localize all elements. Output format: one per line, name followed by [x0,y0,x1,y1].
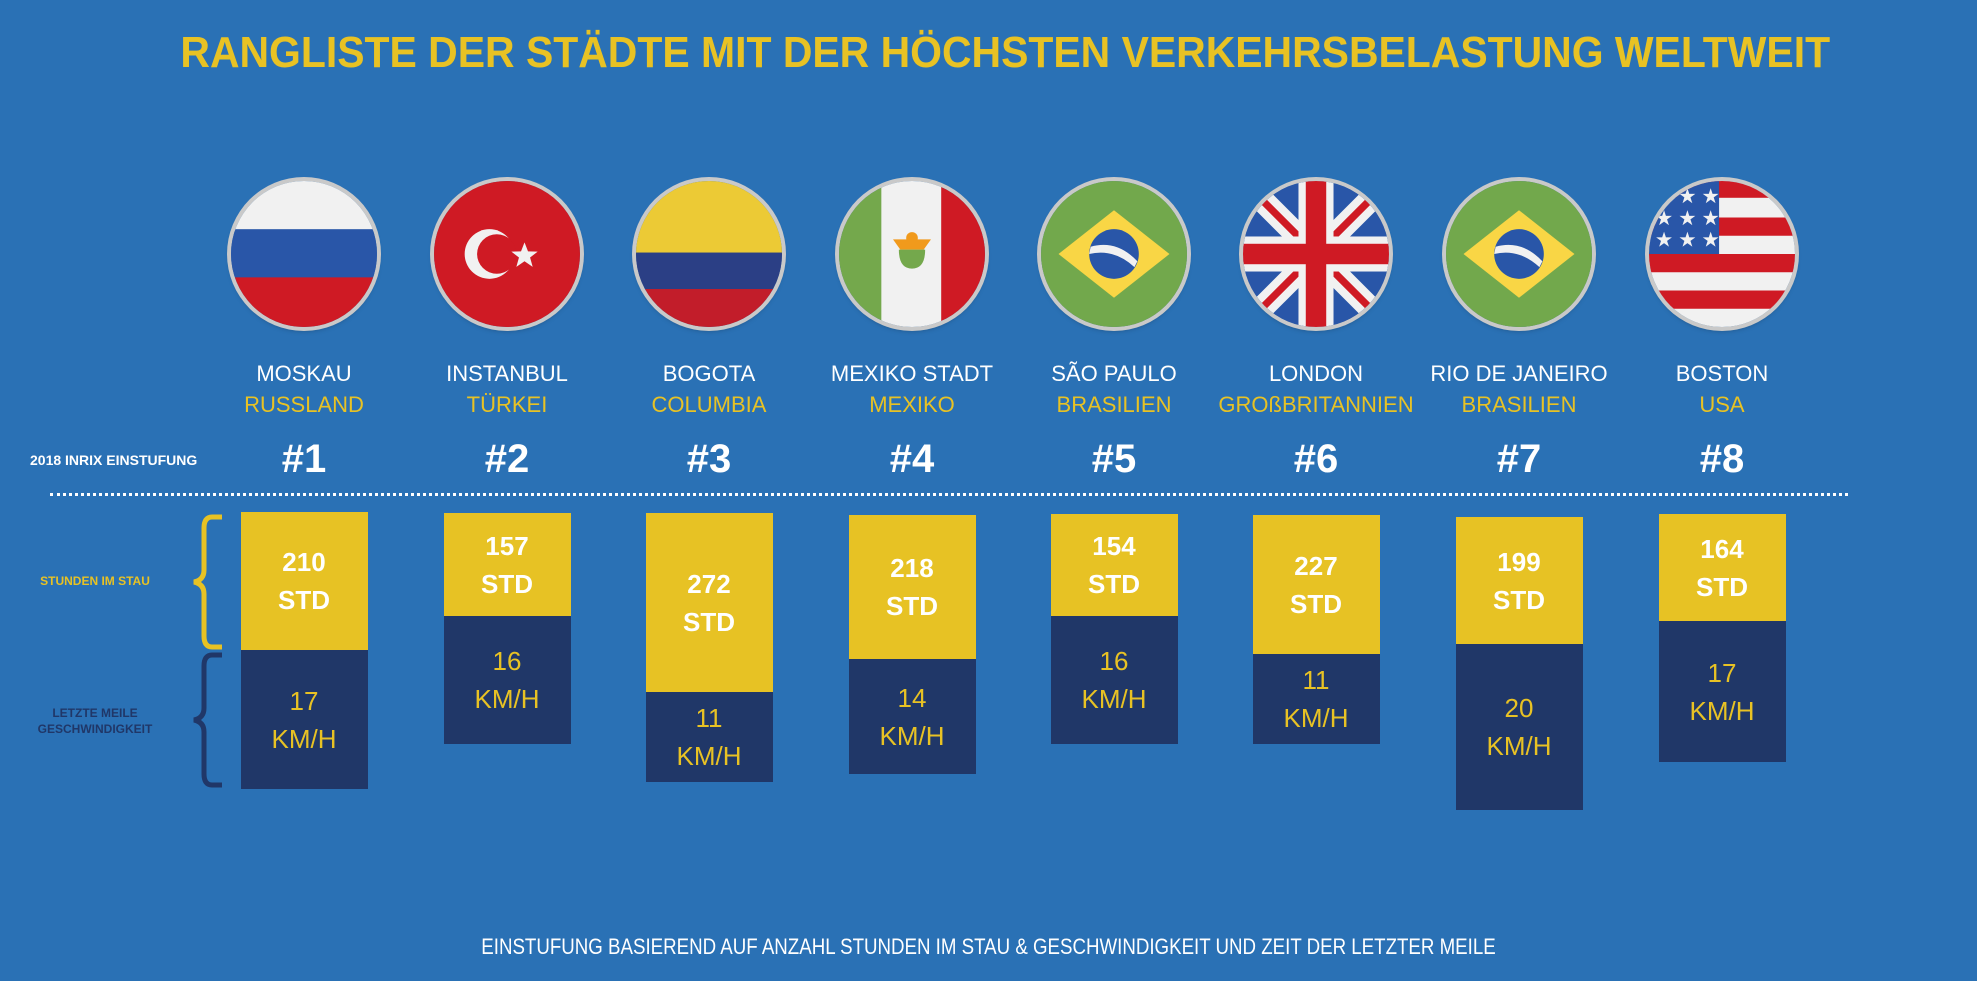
city-name: INSTANBUL [446,361,568,386]
speed-value: 16 [492,646,522,676]
legend-speed: LETZTE MEILE GESCHWINDIGKEIT [20,705,170,737]
svg-text:★: ★ [1655,228,1673,252]
country-name: TÜRKEI [466,392,548,417]
speed-bar: 14 KM/H [848,659,976,774]
speed-bar: 16 KM/H [1050,616,1178,744]
svg-text:★: ★ [1678,184,1696,208]
hours-bar: 227 STD [1252,515,1380,654]
country-name: BRASILIEN [1056,392,1172,417]
hours-value: 164 [1700,533,1744,564]
hours-unit: STD [886,591,938,621]
speed-unit: KM/H [271,723,337,754]
rank-badge: #2 [484,437,530,481]
city-name: MOSKAU [256,361,352,386]
hours-unit: STD [278,585,330,615]
hours-unit: STD [1493,584,1545,615]
hours-bar: 164 STD [1658,514,1786,621]
colombia-flag-icon [636,181,782,327]
speed-value: 17 [1707,657,1737,688]
footnote: EINSTUFUNG BASIEREND AUF ANZAHL STUNDEN … [481,934,1496,959]
hours-unit: STD [683,606,735,637]
dotted-divider [50,493,1848,496]
speed-brace-icon [193,652,222,788]
hours-value: 218 [890,553,934,583]
hours-value: 157 [485,530,529,561]
country-name: MEXIKO [869,392,955,417]
hours-unit: STD [1696,571,1748,602]
city-name: MEXIKO STADT [830,361,994,386]
hours-bar: 210 STD [240,512,368,650]
country-name: COLUMBIA [651,392,767,417]
brazil-flag-icon [1041,181,1187,327]
svg-text:★: ★ [1702,206,1720,230]
speed-unit: KM/H [474,684,540,714]
speed-value: 17 [289,685,319,716]
legend-speed-line1: LETZTE MEILE [52,706,138,720]
svg-text:★: ★ [1655,206,1673,230]
country-name: BRASILIEN [1461,392,1577,417]
city-name: SÃO PAULO [1051,361,1177,386]
uk-flag-icon [1243,181,1389,327]
svg-text:★: ★ [1702,184,1720,208]
hours-unit: STD [1290,588,1342,619]
hours-value: 154 [1092,531,1136,561]
speed-value: 11 [1302,665,1330,695]
country-name: USA [1699,392,1745,417]
speed-bar: 17 KM/H [240,650,368,789]
speed-value: 16 [1099,646,1129,676]
country-name: GROßBRITANNIEN [1218,392,1414,417]
hours-brace-icon [193,514,222,650]
speed-unit: KM/H [1081,684,1147,714]
svg-text:★: ★ [1655,184,1673,208]
hours-value: 210 [282,547,326,577]
rank-badge: #5 [1091,437,1137,481]
speed-value: 11 [695,703,723,733]
speed-unit: KM/H [1283,703,1349,733]
hours-bar: 157 STD [443,513,571,616]
svg-text:★: ★ [1702,228,1720,252]
mexico-flag-icon [839,181,985,327]
usa-flag-icon: ★ ★ ★ ★ ★ ★ ★ ★ ★ [1649,181,1795,327]
speed-unit: KM/H [1486,731,1552,761]
rank-badge: #7 [1496,437,1542,481]
hours-value: 227 [1294,550,1338,581]
country-name: RUSSLAND [244,392,364,417]
turkey-flag-icon [434,181,580,327]
city-name: BOSTON [1675,361,1769,386]
rank-badge: #8 [1699,437,1745,481]
speed-value: 14 [897,682,927,713]
speed-unit: KM/H [1689,695,1755,726]
rank-badge: #3 [686,437,732,481]
hours-unit: STD [1088,569,1140,599]
hours-bar: 218 STD [848,515,976,659]
city-name: LONDON [1268,361,1364,386]
city-name: RIO DE JANEIRO [1430,361,1608,386]
rank-label: 2018 INRIX EINSTUFUNG [30,452,198,468]
legend-speed-line2: GESCHWINDIGKEIT [37,722,153,736]
hours-bar: 272 STD [645,513,773,692]
brazil-flag-icon [1446,181,1592,327]
hours-value: 272 [687,568,731,599]
speed-value: 20 [1504,693,1534,723]
speed-unit: KM/H [879,720,945,751]
speed-unit: KM/H [676,741,742,771]
hours-value: 199 [1497,546,1541,577]
speed-bar: 16 KM/H [443,616,571,744]
rank-badge: #4 [889,437,935,481]
rank-badge: #1 [281,437,327,481]
speed-bar: 11 KM/H [645,692,773,782]
svg-text:★: ★ [1678,228,1696,252]
russia-flag-icon [231,181,377,327]
city-name: BOGOTA [662,361,756,386]
svg-text:★: ★ [1678,206,1696,230]
legend-hours: STUNDEN IM STAU [40,574,150,588]
hours-bar: 199 STD [1455,517,1583,644]
speed-bar: 20 KM/H [1455,644,1583,810]
hours-unit: STD [481,568,533,599]
chart-title: RANGLISTE DER STÄDTE MIT DER HÖCHSTEN VE… [180,28,1831,77]
speed-bar: 17 KM/H [1658,621,1786,762]
rank-badge: #6 [1293,437,1339,481]
hours-bar: 154 STD [1050,514,1178,616]
speed-bar: 11 KM/H [1252,654,1380,744]
